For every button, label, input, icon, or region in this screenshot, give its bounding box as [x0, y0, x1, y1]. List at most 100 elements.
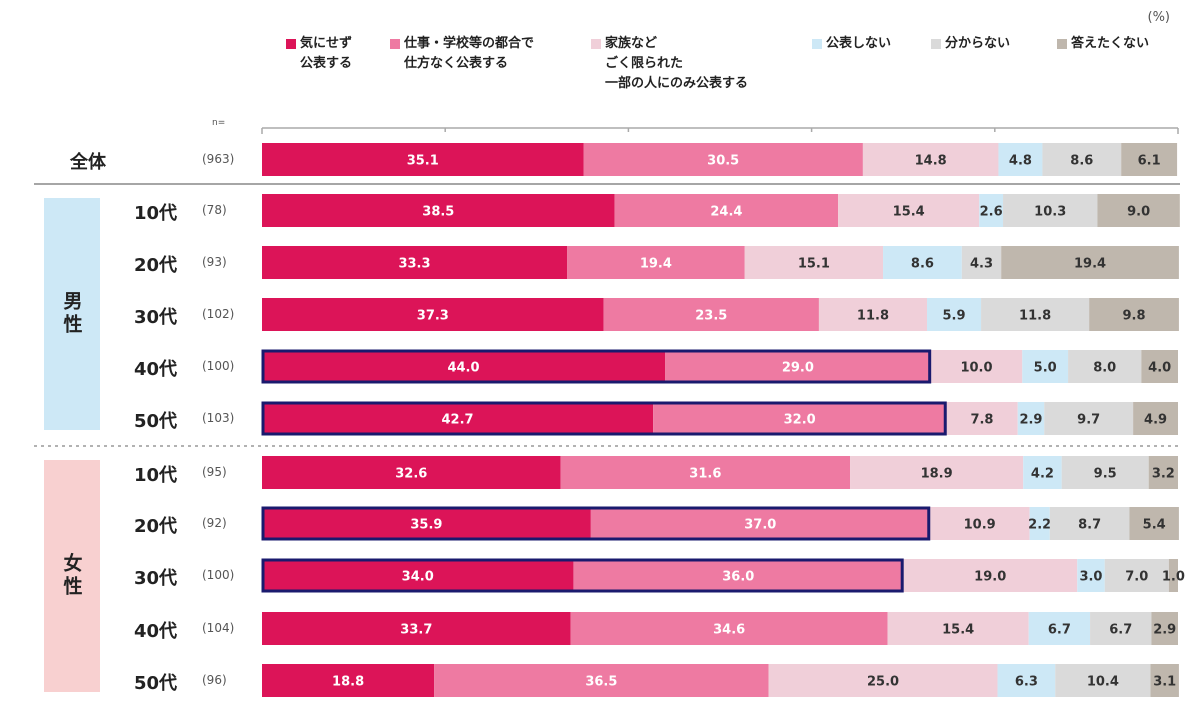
legend-swatch — [812, 39, 822, 49]
bar-value-label: 8.7 — [1078, 518, 1101, 533]
bar-segment — [1055, 664, 1151, 697]
legend-item: 公表しない — [812, 34, 891, 54]
row-label: 全体 — [70, 151, 106, 173]
bar-value-label: 19.4 — [1074, 257, 1106, 272]
bar-value-label: 30.5 — [707, 154, 739, 169]
row-label: 10代 — [134, 202, 178, 224]
bar-segment — [1121, 143, 1178, 176]
bar-segment — [560, 456, 851, 489]
bar-segment — [997, 664, 1056, 697]
legend-swatch — [591, 39, 601, 49]
bar-segment — [927, 298, 982, 331]
bar-segment — [1129, 507, 1179, 540]
bar-value-label: 32.6 — [395, 467, 427, 482]
legend-swatch — [390, 39, 400, 49]
bar-value-label: 5.4 — [1143, 518, 1166, 533]
bar-value-label: 29.0 — [782, 361, 814, 376]
bar-value-label: 11.8 — [857, 309, 889, 324]
bar-segment — [1049, 507, 1130, 540]
group-box-male: 男性 — [44, 198, 100, 430]
bar-segment — [1148, 456, 1178, 489]
legend-swatch — [1057, 39, 1067, 49]
bar-value-label: 1.0 — [1162, 570, 1185, 585]
bar-value-label: 11.8 — [1019, 309, 1051, 324]
legend-label: 気にせず 公表する — [300, 36, 353, 71]
bar-segment — [883, 246, 962, 279]
bar-segment — [961, 246, 1002, 279]
highlight-outline — [261, 506, 931, 541]
bar-value-label: 2.9 — [1153, 623, 1176, 638]
unit-label: (%) — [1147, 10, 1171, 25]
bar-segment — [1001, 246, 1179, 279]
bar-segment — [1042, 143, 1122, 176]
bar-segment — [603, 298, 819, 331]
highlight-outline — [261, 558, 904, 593]
bar-segment — [262, 298, 604, 331]
bar-segment — [1097, 194, 1180, 227]
bar-value-label: 15.4 — [942, 623, 974, 638]
n-header: n= — [212, 118, 226, 128]
bar-segment — [665, 350, 931, 383]
row-label: 30代 — [134, 567, 178, 589]
bar-value-label: 25.0 — [867, 675, 899, 690]
bar-value-label: 19.4 — [640, 257, 672, 272]
bar-value-label: 18.8 — [332, 675, 364, 690]
bar-segment — [573, 559, 904, 592]
bar-segment — [262, 350, 666, 383]
bar-value-label: 15.1 — [798, 257, 830, 272]
bar-value-label: 35.1 — [407, 154, 439, 169]
legend-item: 気にせず 公表する — [286, 34, 353, 74]
row-n-value: (95) — [202, 464, 227, 479]
bar-value-label: 7.8 — [970, 413, 993, 428]
bar-segment — [262, 456, 561, 489]
row-n-value: (103) — [202, 410, 235, 425]
bar-value-label: 6.7 — [1048, 623, 1071, 638]
row-label: 30代 — [134, 306, 178, 328]
bar-segment — [1003, 194, 1098, 227]
bar-segment — [862, 143, 999, 176]
bar-segment — [981, 298, 1090, 331]
bar-value-label: 8.6 — [1070, 154, 1093, 169]
row-label: 20代 — [134, 254, 178, 276]
bar-segment — [930, 350, 1023, 383]
row-n-value: (963) — [202, 151, 235, 166]
legend-item: 仕事・学校等の都合で 仕方なく公表する — [390, 34, 534, 74]
bar-value-label: 9.0 — [1127, 205, 1150, 220]
legend-label: 家族など ごく限られた 一部の人にのみ公表する — [605, 36, 749, 91]
bar-value-label: 37.0 — [744, 518, 776, 533]
bar-segment — [262, 612, 571, 645]
legend-item: 答えたくない — [1057, 34, 1149, 54]
bar-value-label: 8.0 — [1093, 361, 1116, 376]
bar-value-label: 9.7 — [1077, 413, 1100, 428]
bar-value-label: 19.0 — [974, 570, 1006, 585]
bar-value-label: 6.3 — [1015, 675, 1038, 690]
bar-segment — [887, 612, 1029, 645]
bar-value-label: 4.9 — [1144, 413, 1167, 428]
bar-segment — [434, 664, 769, 697]
row-n-value: (102) — [202, 306, 235, 321]
bar-value-label: 10.0 — [960, 361, 992, 376]
bar-value-label: 15.4 — [893, 205, 925, 220]
bar-segment — [1068, 350, 1142, 383]
bar-value-label: 44.0 — [447, 361, 479, 376]
bar-segment — [653, 402, 947, 435]
row-n-value: (100) — [202, 567, 235, 582]
legend-swatch — [286, 39, 296, 49]
row-n-value: (78) — [202, 202, 227, 217]
bar-value-label: 4.0 — [1148, 361, 1171, 376]
bar-segment — [1061, 456, 1149, 489]
bar-segment — [946, 402, 1018, 435]
legend-label: 分からない — [945, 36, 1011, 51]
bar-value-label: 10.9 — [964, 518, 996, 533]
bar-value-label: 10.3 — [1034, 205, 1066, 220]
row-label: 10代 — [134, 464, 178, 486]
bar-value-label: 9.8 — [1123, 309, 1146, 324]
group-box-female: 女性 — [44, 460, 100, 692]
bar-value-label: 33.7 — [400, 623, 432, 638]
bar-segment — [1151, 612, 1178, 645]
bar-value-label: 2.9 — [1019, 413, 1042, 428]
bar-segment — [262, 559, 574, 592]
legend-swatch — [931, 39, 941, 49]
row-label: 20代 — [134, 515, 178, 537]
bar-segment — [262, 143, 584, 176]
